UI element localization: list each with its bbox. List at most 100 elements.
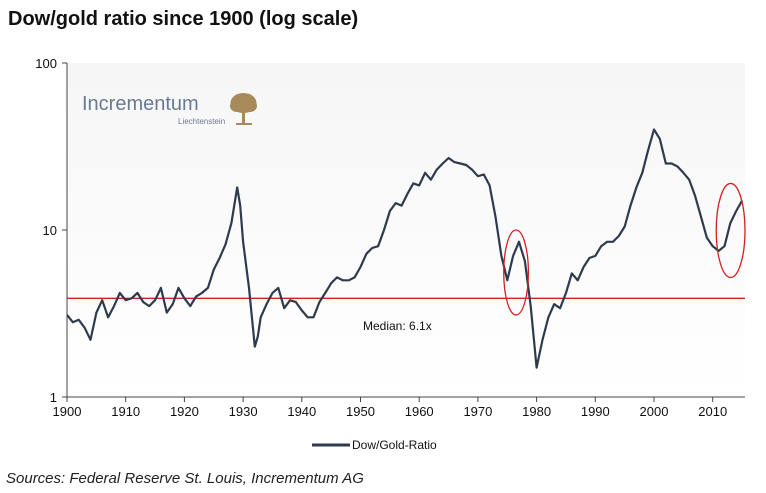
- x-axis: 1900 1910 1920 1930 1940 1950 1960 1970 1980 1990…: [53, 397, 727, 419]
- x-tick-label: 1970: [463, 404, 492, 419]
- data-point: [160, 287, 162, 289]
- data-point: [688, 179, 690, 181]
- data-point: [242, 241, 244, 243]
- data-point: [436, 168, 438, 170]
- data-point: [500, 255, 502, 257]
- data-point: [254, 346, 256, 348]
- tree-icon: [230, 93, 257, 125]
- data-point: [248, 287, 250, 289]
- x-tick-label: 1950: [346, 404, 375, 419]
- data-point: [271, 292, 273, 294]
- data-point: [72, 321, 74, 323]
- data-point: [465, 164, 467, 166]
- data-point: [277, 287, 279, 289]
- logo-name: Incrementum: [82, 93, 199, 115]
- data-point: [177, 287, 179, 289]
- data-point: [289, 299, 291, 301]
- data-point: [218, 257, 220, 259]
- data-point: [506, 279, 508, 281]
- data-point: [66, 314, 68, 316]
- logo-subtitle: Liechtenstein: [178, 117, 225, 126]
- data-point: [142, 301, 144, 303]
- data-point: [512, 255, 514, 257]
- data-point: [712, 245, 714, 247]
- data-point: [377, 245, 379, 247]
- data-point: [471, 168, 473, 170]
- data-point: [83, 327, 85, 329]
- data-point: [395, 202, 397, 204]
- x-tick-label: 1940: [287, 404, 316, 419]
- data-point: [183, 297, 185, 299]
- data-point: [389, 210, 391, 212]
- data-point: [353, 276, 355, 278]
- data-point: [148, 305, 150, 307]
- data-point: [236, 186, 238, 188]
- highlight-ellipse: [503, 229, 530, 316]
- data-point: [618, 235, 620, 237]
- data-point: [78, 319, 80, 321]
- median-group: Median: 6.1x: [67, 297, 745, 333]
- data-point: [571, 272, 573, 274]
- data-point: [700, 216, 702, 218]
- data-point: [136, 292, 138, 294]
- data-point: [612, 241, 614, 243]
- data-point: [189, 305, 191, 307]
- data-point: [89, 339, 91, 341]
- data-point: [257, 335, 259, 337]
- series-line-dow-gold-ratio: [67, 128, 744, 369]
- data-point: [365, 253, 367, 255]
- data-point: [453, 161, 455, 163]
- y-tick-label: 1: [50, 390, 57, 405]
- data-point: [682, 172, 684, 174]
- x-tick-label: 1960: [405, 404, 434, 419]
- data-point: [541, 339, 543, 341]
- data-point: [524, 260, 526, 262]
- data-point: [624, 225, 626, 227]
- source-note: Sources: Federal Reserve St. Louis, Incr…: [6, 470, 364, 487]
- data-point: [307, 316, 309, 318]
- data-point: [371, 247, 373, 249]
- data-point: [594, 255, 596, 257]
- data-point: [95, 311, 97, 313]
- data-point: [130, 297, 132, 299]
- data-point: [477, 175, 479, 177]
- data-point: [301, 309, 303, 311]
- data-point: [483, 173, 485, 175]
- data-point: [424, 172, 426, 174]
- data-point: [101, 299, 103, 301]
- data-point: [577, 279, 579, 281]
- plot-area: [67, 63, 745, 397]
- data-point: [430, 179, 432, 181]
- data-point: [729, 222, 731, 224]
- highlight-ellipses: [503, 182, 746, 316]
- data-point: [659, 138, 661, 140]
- data-point: [706, 236, 708, 238]
- data-point: [442, 162, 444, 164]
- y-tick-label: 10: [43, 223, 57, 238]
- data-point: [342, 279, 344, 281]
- data-point: [260, 316, 262, 318]
- x-tick-label: 1980: [522, 404, 551, 419]
- data-point: [283, 307, 285, 309]
- data-point: [530, 305, 532, 307]
- data-point: [330, 282, 332, 284]
- data-point: [635, 186, 637, 188]
- data-point: [265, 303, 267, 305]
- data-point: [312, 316, 314, 318]
- x-tick-label: 1920: [170, 404, 199, 419]
- data-point: [653, 128, 655, 130]
- x-tick-label: 1900: [53, 404, 82, 419]
- data-point: [406, 193, 408, 195]
- data-point: [383, 229, 385, 231]
- data-point: [418, 184, 420, 186]
- data-point: [565, 292, 567, 294]
- data-point: [547, 316, 549, 318]
- x-tick-label: 1930: [229, 404, 258, 419]
- data-point: [318, 301, 320, 303]
- data-point: [239, 204, 241, 206]
- data-point: [641, 172, 643, 174]
- data-point: [324, 292, 326, 294]
- y-tick-label: 100: [35, 56, 57, 71]
- data-point: [447, 157, 449, 159]
- highlight-ellipse: [715, 182, 746, 279]
